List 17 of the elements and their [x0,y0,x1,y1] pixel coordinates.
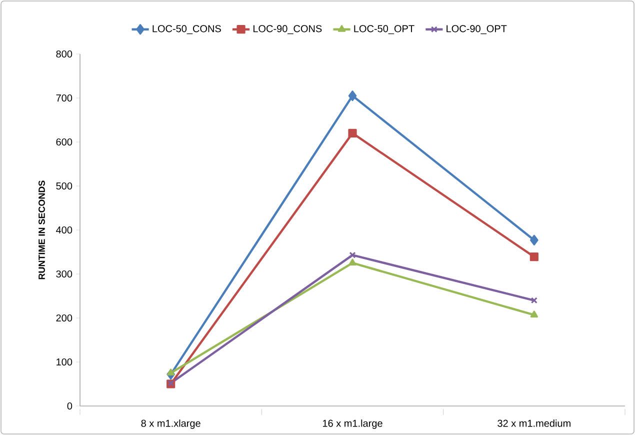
legend-label: LOC-90_OPT [446,25,507,34]
y-tick-label: 300 [56,270,72,278]
legend-label: LOC-50_OPT [354,25,414,34]
y-tick-label: 700 [56,94,72,102]
y-axis-title: RUNTIME IN SECONDS [38,180,45,280]
y-tick-label: 400 [56,226,72,234]
y-tick-label: 500 [56,182,72,190]
x-tick-label: 32 x m1.medium [498,420,570,427]
legend-label: LOC-90_CONS [253,25,322,34]
y-tick-label: 100 [56,358,72,366]
y-tick-label: 200 [56,314,72,322]
y-tick-label: 800 [56,50,72,58]
x-tick-label: 16 x m1.large [322,420,382,429]
x-tick-label: 8 x m1.xlarge [141,420,200,429]
y-tick-label: 0 [67,402,72,410]
y-tick-label: 600 [56,138,72,146]
legend-label: LOC-50_CONS [152,25,221,34]
